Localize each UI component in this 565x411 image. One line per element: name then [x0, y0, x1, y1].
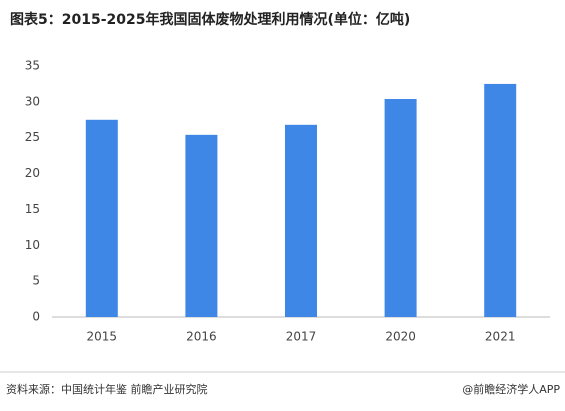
- y-tick-label: 5: [32, 274, 40, 288]
- bar: [384, 98, 417, 317]
- y-tick-label: 15: [25, 202, 40, 216]
- x-tick-label: 2020: [385, 330, 416, 344]
- bar: [85, 119, 118, 318]
- y-tick-label: 30: [25, 94, 40, 108]
- x-tick-label: 2016: [186, 330, 217, 344]
- bar: [185, 134, 218, 317]
- x-tick-label: 2021: [485, 330, 516, 344]
- x-tick-label: 2015: [87, 330, 118, 344]
- credit: @前瞻经济学人APP: [462, 382, 560, 396]
- x-tick-label: 2017: [286, 330, 317, 344]
- bar: [484, 83, 517, 317]
- y-tick-label: 20: [25, 166, 40, 180]
- y-tick-label: 0: [32, 310, 40, 324]
- source: 资料来源：中国统计年鉴 前瞻产业研究院: [6, 382, 208, 396]
- bar: [285, 124, 317, 317]
- y-tick-label: 10: [25, 238, 40, 252]
- chart-title: 图表5：2015-2025年我国固体废物处理利用情况(单位：亿吨): [10, 11, 410, 28]
- y-tick-label: 25: [25, 130, 40, 144]
- y-tick-label: 35: [25, 59, 40, 73]
